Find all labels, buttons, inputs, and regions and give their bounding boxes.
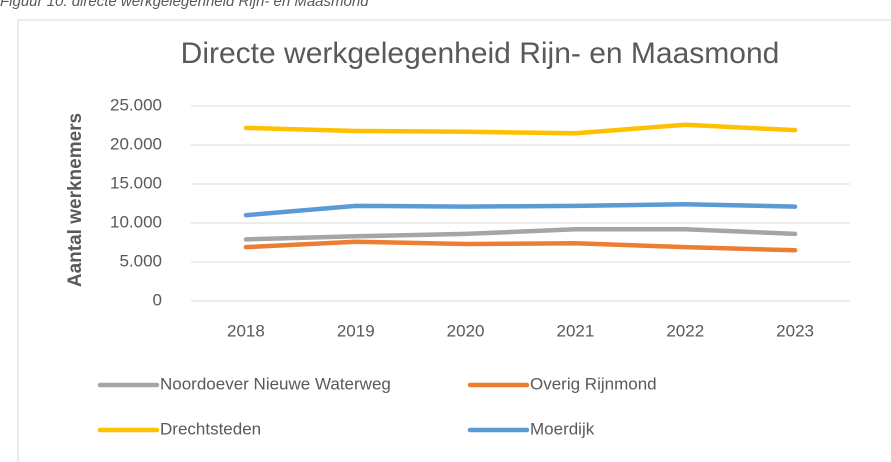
series-line <box>243 239 798 253</box>
legend-label: Drechtsteden <box>160 419 261 438</box>
x-tick-label: 2018 <box>227 321 265 340</box>
y-tick-label: 0 <box>153 290 162 309</box>
series-line <box>243 122 798 136</box>
caption: Figuur 10: directe werkgelegenheid Rijn-… <box>0 0 369 10</box>
legend-label: Overig Rijnmond <box>530 374 657 393</box>
x-tick-label: 2022 <box>666 321 704 340</box>
x-tick-label: 2021 <box>557 321 595 340</box>
y-tick-label: 25.000 <box>110 95 162 114</box>
series-line <box>243 226 798 242</box>
legend-label: Moerdijk <box>530 419 595 438</box>
y-axis-label: Aantal werknemers <box>65 113 86 287</box>
x-tick-label: 2020 <box>447 321 485 340</box>
y-tick-label: 20.000 <box>110 134 162 153</box>
y-tick-label: 15.000 <box>110 173 162 192</box>
y-tick-label: 5.000 <box>119 251 162 270</box>
series-line <box>243 202 798 218</box>
x-tick-label: 2023 <box>776 321 814 340</box>
chart-frame <box>17 19 891 462</box>
chart-title: Directe werkgelegenheid Rijn- en Maasmon… <box>181 37 780 70</box>
legend-label: Noordoever Nieuwe Waterweg <box>160 374 391 393</box>
x-tick-label: 2019 <box>337 321 375 340</box>
y-tick-label: 10.000 <box>110 212 162 231</box>
